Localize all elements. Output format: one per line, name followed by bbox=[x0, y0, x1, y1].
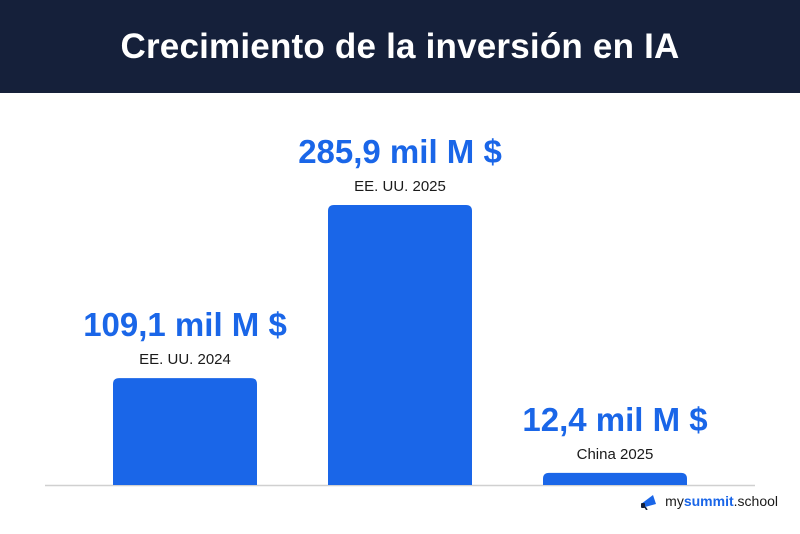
value-label: 12,4 mil M $ bbox=[522, 401, 707, 438]
value-label: 285,9 mil M $ bbox=[298, 133, 502, 170]
category-label: EE. UU. 2024 bbox=[139, 351, 231, 368]
brand-highlight: summit bbox=[683, 493, 734, 509]
chart-title: Crecimiento de la inversión en IA bbox=[120, 26, 680, 66]
value-label: 109,1 mil M $ bbox=[83, 306, 287, 343]
brand-suffix: .school bbox=[733, 493, 778, 509]
brand-prefix: my bbox=[665, 493, 684, 509]
megaphone-icon bbox=[641, 495, 657, 510]
brand-logo: mysummit.school bbox=[639, 492, 778, 510]
header-banner: Crecimiento de la inversión en IA bbox=[0, 0, 800, 93]
bar bbox=[543, 472, 687, 485]
category-label: EE. UU. 2025 bbox=[354, 178, 446, 195]
bar bbox=[113, 378, 257, 485]
bar-chart: EE. UU. 2024 109,1 mil M $ EE. UU. 2025 285… bbox=[45, 133, 755, 487]
bar bbox=[328, 205, 472, 485]
category-label: China 2025 bbox=[577, 446, 654, 463]
